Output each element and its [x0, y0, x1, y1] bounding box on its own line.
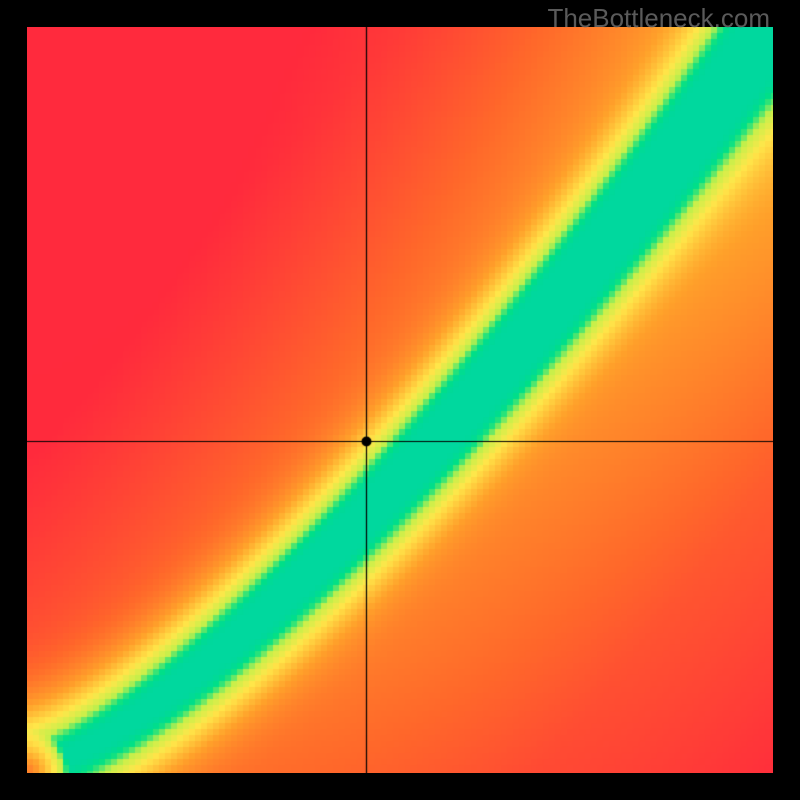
bottleneck-heatmap — [27, 27, 773, 773]
watermark-text: TheBottleneck.com — [547, 3, 770, 34]
chart-container: TheBottleneck.com — [0, 0, 800, 800]
